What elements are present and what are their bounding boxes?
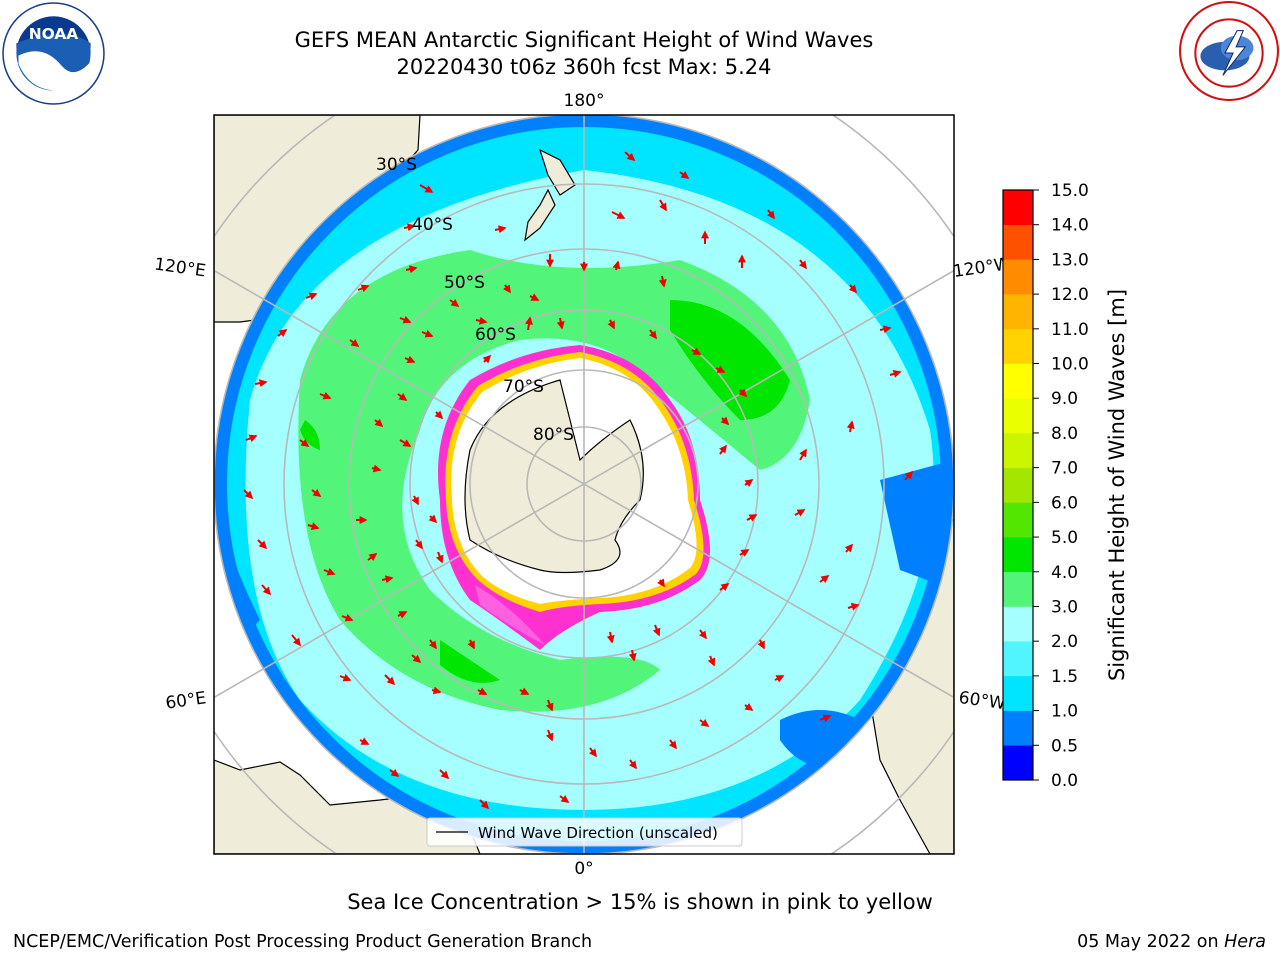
footer-date: 05 May 2022 on Hera — [1077, 932, 1266, 952]
colorbar-swatch — [1003, 467, 1033, 503]
colorbar-tick-label: 15.0 — [1051, 181, 1089, 201]
colorbar-swatch — [1003, 502, 1033, 538]
colorbar-swatch — [1003, 224, 1033, 260]
svg-text:NOAA: NOAA — [29, 25, 79, 43]
colorbar-swatch — [1003, 294, 1033, 330]
graticule — [214, 115, 954, 854]
noaa-logo-icon: NOAA — [2, 2, 105, 105]
colorbar-tick-label: 0.5 — [1051, 736, 1078, 756]
plot-title-line2: 20220430 t06z 360h fcst Max: 5.24 — [396, 55, 772, 79]
colorbar-tick-label: 1.5 — [1051, 667, 1078, 687]
colorbar-tick-label: 7.0 — [1051, 459, 1078, 479]
colorbar-label: Significant Height of Wind Waves [m] — [1105, 289, 1129, 681]
lon-label-120e: 120°E — [153, 254, 207, 281]
lat-label-70s: 70°S — [503, 377, 544, 397]
colorbar-tick-label: 1.0 — [1051, 702, 1078, 722]
colorbar-tick-label: 10.0 — [1051, 355, 1089, 375]
colorbar: 0.0 0.5 1.0 1.5 2.0 3.0 4.0 5.0 6.0 7.0 8.0 9.0 10.0… — [1002, 181, 1089, 791]
colorbar-tick-label: 4.0 — [1051, 563, 1078, 583]
colorbar-tick-label: 3.0 — [1051, 597, 1078, 617]
colorbar-swatch — [1003, 363, 1033, 399]
colorbar-swatch — [1003, 432, 1033, 468]
colorbar-swatch — [1003, 641, 1033, 677]
colorbar-swatch — [1003, 259, 1033, 295]
lat-label-60s: 60°S — [475, 325, 516, 345]
sea-ice-note: Sea Ice Concentration > 15% is shown in … — [347, 890, 933, 914]
colorbar-swatch — [1003, 328, 1033, 364]
colorbar-swatch — [1003, 537, 1033, 573]
colorbar-swatch — [1003, 745, 1033, 781]
lat-label-40s: 40°S — [412, 215, 453, 235]
colorbar-tick-label: 5.0 — [1051, 528, 1078, 548]
map-frame — [213, 114, 955, 855]
africa-land — [214, 759, 481, 854]
colorbar-tick-label: 2.0 — [1051, 632, 1078, 652]
colorbar-tick-label: 14.0 — [1051, 216, 1089, 236]
lat-label-30s: 30°S — [376, 155, 417, 175]
map-legend: Wind Wave Direction (unscaled) — [426, 817, 743, 847]
colorbar-swatch — [1003, 606, 1033, 642]
colorbar-tick-label: 11.0 — [1051, 320, 1089, 340]
footer-org: NCEP/EMC/Verification Post Processing Pr… — [13, 932, 593, 952]
plot-title-line1: GEFS MEAN Antarctic Significant Height o… — [294, 28, 874, 52]
footer-host: Hera — [1224, 932, 1266, 952]
nws-logo-icon — [1179, 1, 1279, 101]
colorbar-tick-label: 9.0 — [1051, 389, 1078, 409]
antarctica-land — [464, 379, 644, 574]
lon-label-0: 0° — [574, 859, 593, 879]
lon-label-60e: 60°E — [164, 688, 207, 713]
lon-label-60w: 60°W — [957, 688, 1006, 714]
colorbar-swatch — [1003, 398, 1033, 434]
footer-date-text: 05 May 2022 on — [1077, 932, 1225, 952]
colorbar-swatch — [1003, 571, 1033, 607]
legend-label: Wind Wave Direction (unscaled) — [478, 824, 718, 842]
colorbar-frame — [1002, 189, 1034, 781]
colorbar-tick-label: 6.0 — [1051, 493, 1078, 513]
new-zealand-land — [524, 148, 576, 242]
colorbar-swatch — [1003, 190, 1033, 226]
colorbar-tick-label: 13.0 — [1051, 250, 1089, 270]
colorbar-tick-label: 0.0 — [1051, 771, 1078, 791]
wind-wave-arrows — [243, 151, 914, 810]
colorbar-tick-label: 12.0 — [1051, 285, 1089, 305]
colorbar-tick-label: 8.0 — [1051, 424, 1078, 444]
colorbar-swatch — [1003, 710, 1033, 746]
lat-label-80s: 80°S — [533, 425, 574, 445]
lon-label-180: 180° — [564, 91, 605, 111]
lat-label-50s: 50°S — [444, 273, 485, 293]
colorbar-swatch — [1003, 675, 1033, 711]
